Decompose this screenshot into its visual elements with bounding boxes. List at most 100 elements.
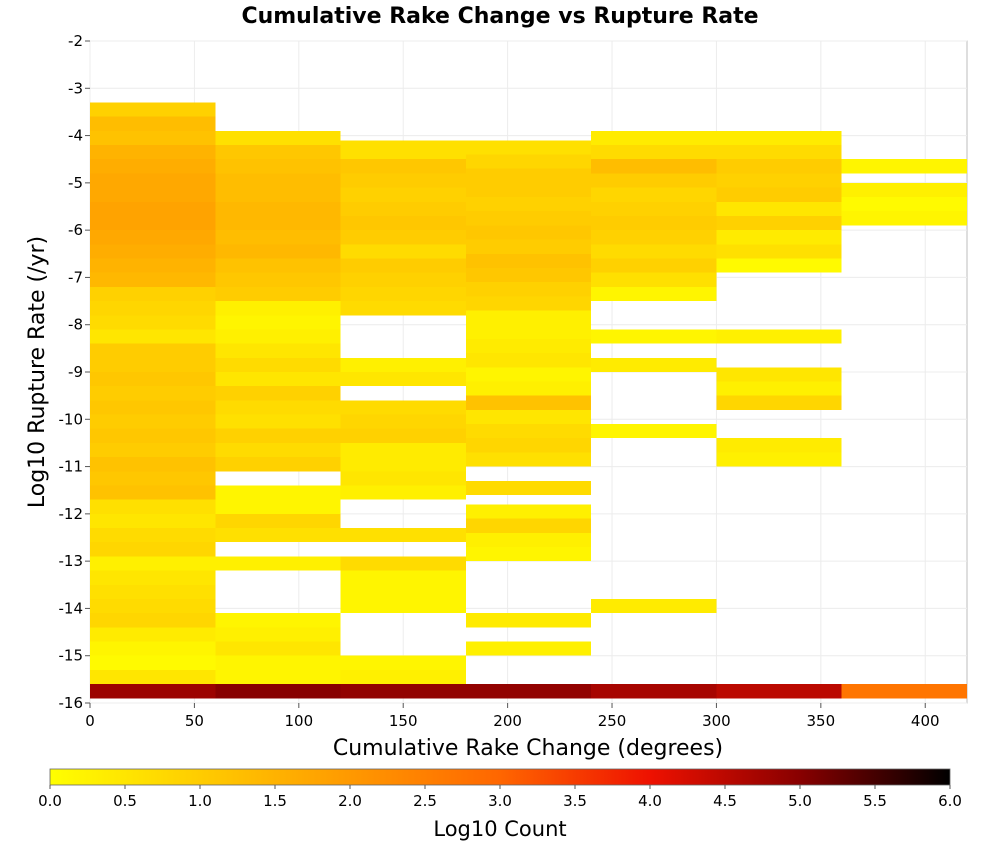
heatmap-cell [716,244,842,259]
x-tick-label: 350 [807,712,836,730]
x-tick-label: 0 [85,712,95,730]
heatmap-cell [591,173,717,188]
heatmap-cell [90,258,216,273]
x-tick-label: 400 [911,712,940,730]
heatmap-cell [591,598,717,614]
heatmap-cell [465,267,592,283]
heatmap-cell [591,201,717,216]
colorbar-tick-label: 3.5 [563,792,587,810]
colorbar-tick-label: 4.5 [713,792,737,810]
x-axis-ticks: 0 50 100 150 200 250 300 350 400 [85,703,940,730]
heatmap-cell [591,357,717,372]
heatmap-cell [215,400,341,415]
heatmap-cell [90,471,216,486]
colorbar-tick-label: 2.0 [338,792,362,810]
heatmap-cell [90,669,216,685]
heatmap-cell [90,244,216,259]
y-tick-label: -12 [59,505,84,523]
heatmap-cell [340,584,466,599]
colorbar-tick-label: 5.5 [863,792,887,810]
heatmap-cell [340,457,466,472]
heatmap-cell [90,528,216,543]
heatmap-cell [90,343,216,358]
heatmap-cell [340,272,466,287]
heatmap-cell [591,145,717,160]
heatmap-cell [90,116,216,131]
heatmap-cell [716,438,842,453]
y-tick-label: -9 [68,363,83,381]
heatmap-cell [90,542,216,557]
y-axis-label: Log10 Rupture Rate (/yr) [25,236,50,508]
heatmap-cell [340,230,466,245]
heatmap-cell [90,684,216,699]
heatmap-cell [716,381,842,396]
x-tick-label: 300 [702,712,731,730]
y-tick-label: -6 [68,221,83,239]
heatmap-cell [465,296,592,311]
y-tick-label: -11 [59,458,84,476]
heatmap-cell [90,329,216,344]
y-tick-label: -10 [59,410,84,428]
heatmap-cell [90,414,216,429]
heatmap-cell [465,197,592,212]
x-tick-label: 50 [185,712,204,730]
colorbar-tick-label: 3.0 [488,792,512,810]
heatmap-cell [340,471,466,486]
heatmap-cell [716,230,842,245]
heatmap-cell [340,258,466,273]
heatmap-cell [465,480,592,495]
heatmap-cell [465,324,592,339]
heatmap-cell [716,258,842,273]
colorbar-tick-label: 1.5 [263,792,287,810]
heatmap-cell [90,499,216,514]
heatmap-cell [215,414,341,429]
x-tick-label: 100 [284,712,313,730]
heatmap-cell [716,159,842,174]
heatmap-cell [340,655,466,670]
heatmap-cell [90,301,216,316]
heatmap-cell [215,130,341,146]
heatmap-cell [340,215,466,231]
heatmap-cell [591,286,717,302]
y-tick-label: -4 [68,127,83,145]
heatmap-cell [716,452,842,467]
heatmap-cell [841,211,967,226]
y-tick-label: -3 [68,79,83,97]
heatmap-cell [465,409,592,425]
heatmap-cell [465,532,592,547]
heatmap-cell [215,230,341,245]
heatmap-cell [215,627,341,642]
heatmap-cell [465,225,592,240]
heatmap-cell [215,499,341,514]
heatmap-cell [90,272,216,287]
heatmap-cell [215,556,341,571]
colorbar-tick-label: 0.5 [113,792,137,810]
heatmap-cell [591,130,717,146]
heatmap-cell [340,187,466,202]
heatmap-cell [465,452,592,467]
heatmap-cell [215,272,341,287]
colorbar-tick-label: 1.0 [188,792,212,810]
heatmap-cell [591,272,717,287]
colorbar-ticks: 0.0 0.5 1.0 1.5 2.0 2.5 3.0 3.5 4.0 4.5 5.0 5.5 6.0 [38,785,962,810]
heatmap-cell [340,244,466,259]
heatmap-cell [340,140,466,146]
heatmap-cell [340,357,466,372]
x-tick-label: 250 [598,712,627,730]
heatmap-cell [465,518,592,533]
heatmap-cell [591,244,717,259]
heatmap-cell [215,159,341,174]
heatmap-cell [340,372,466,387]
heatmap-cell [465,239,592,254]
heatmap-cell [215,655,341,670]
heatmap-cell [215,386,341,401]
heatmap-cell [340,570,466,585]
heatmap-cell [90,513,216,529]
heatmap-cell [90,215,216,231]
heatmap-cell [340,301,466,316]
heatmap-cell [90,102,216,117]
heatmap-cell [340,201,466,216]
colorbar [49,768,951,786]
heatmap-cell [215,301,341,316]
heatmap-cell [215,315,341,330]
